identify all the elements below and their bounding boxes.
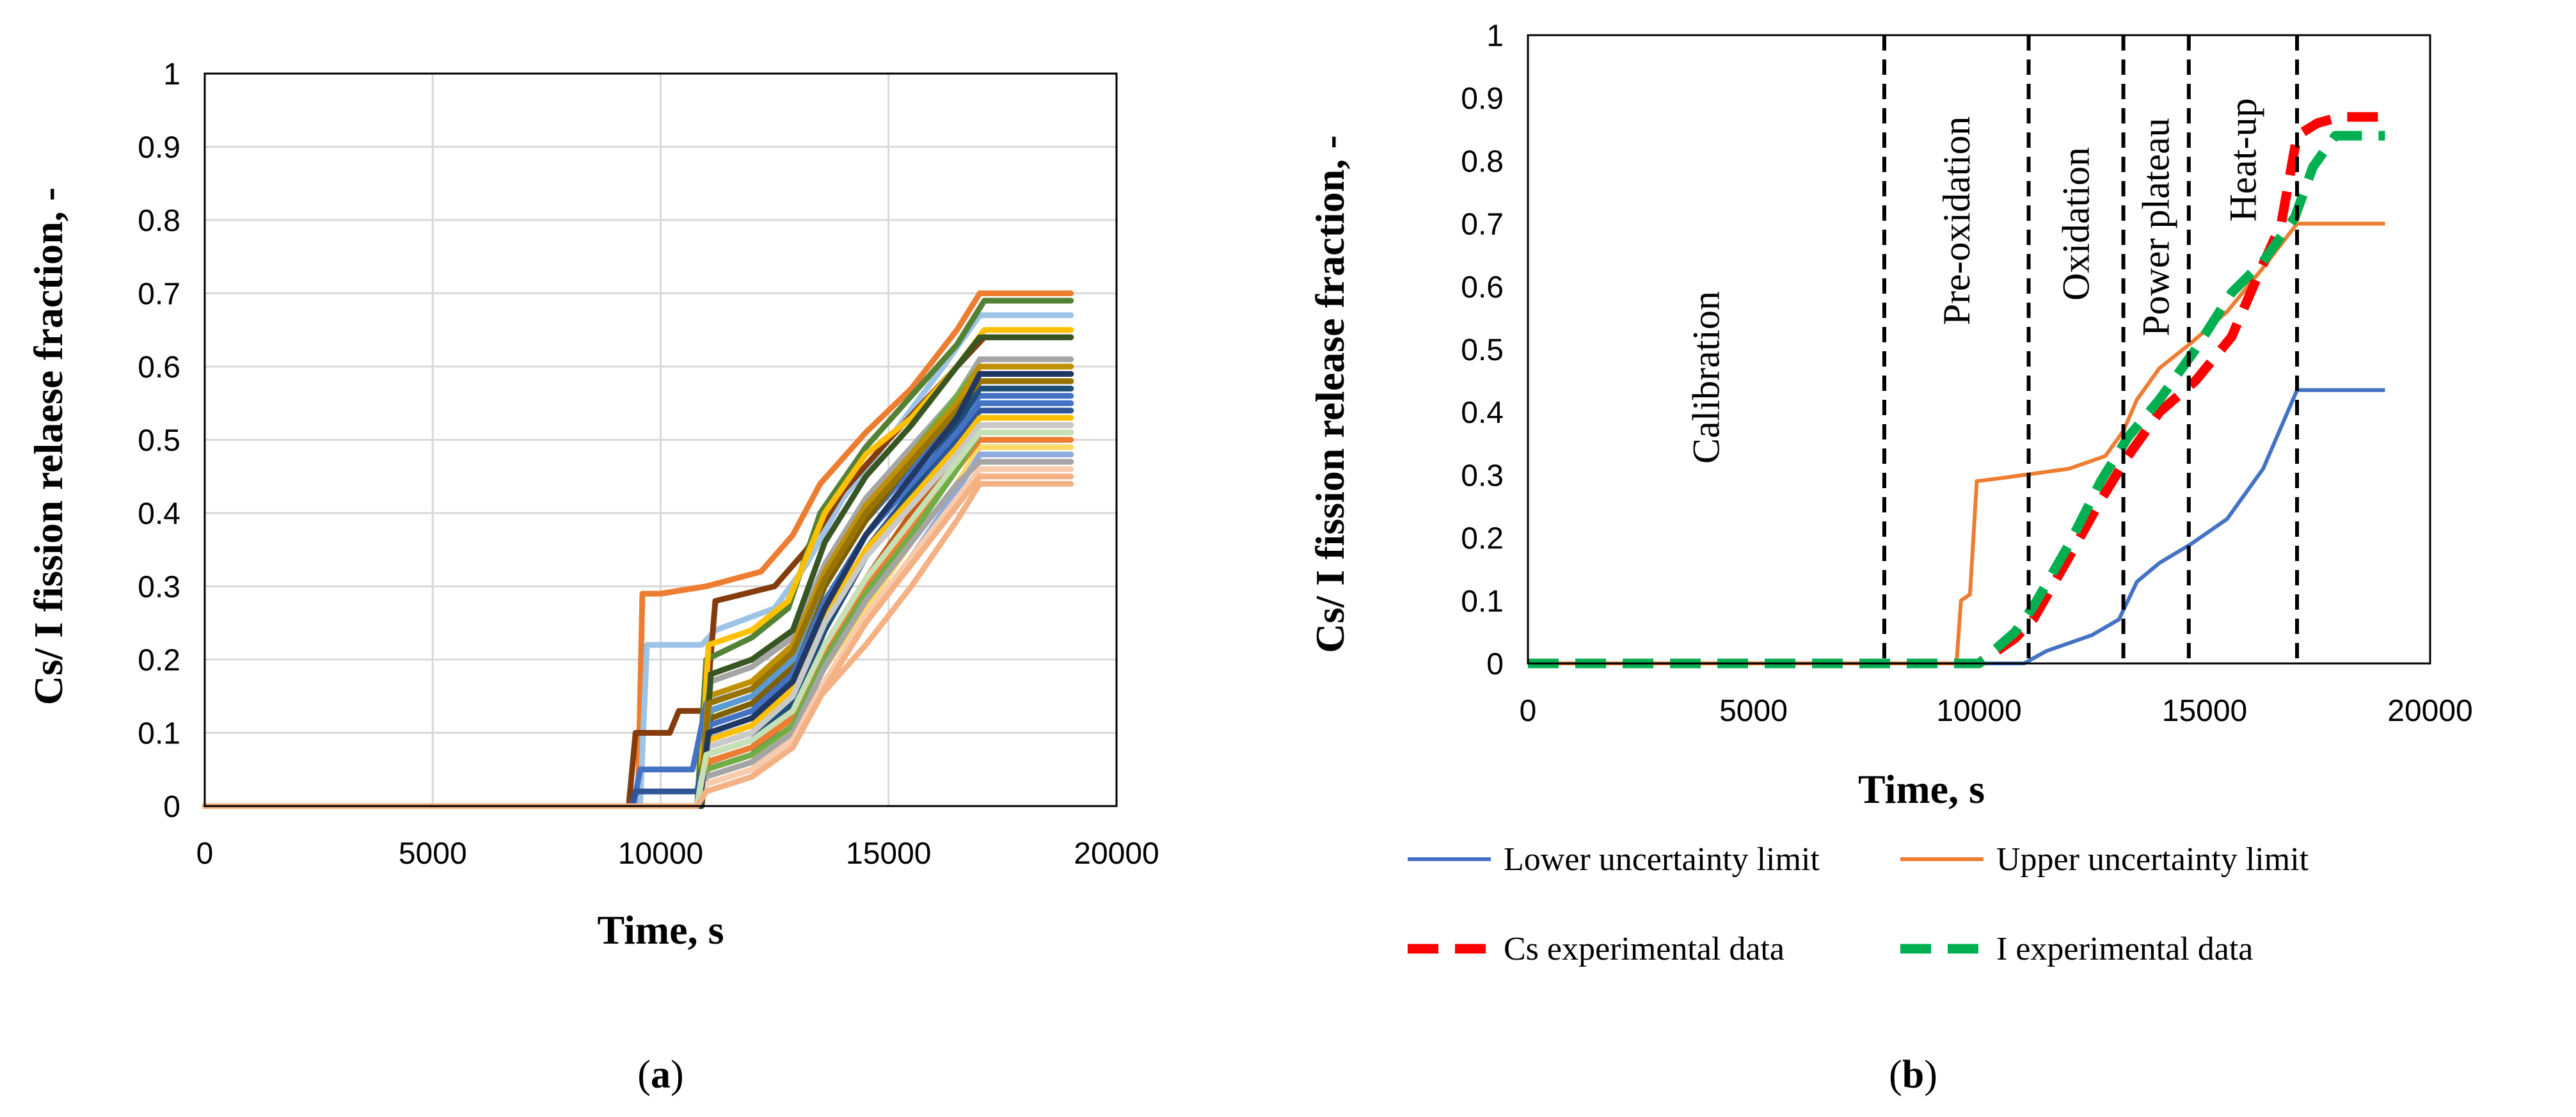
panel-b-x-tick-labels: 0 5000 10000 15000 20000 — [1520, 694, 2473, 728]
panel-b-plot-frame — [1527, 34, 2431, 665]
panel-b-phase-labels: Calibration Pre-oxidation Oxidation Power p… — [1685, 98, 2264, 464]
panel-a-series-line — [202, 312, 1074, 809]
legend-item: Lower uncertainty limit — [1408, 841, 1820, 878]
panel-a-x-tick-label: 0 — [196, 837, 214, 871]
legend-label: I experimental data — [1996, 931, 2253, 967]
panel-b-series-line-2 — [1528, 221, 2385, 665]
legend-label: Upper uncertainty limit — [1996, 841, 2309, 878]
panel-b-legend: Lower uncertainty limit Upper uncertainty… — [1408, 841, 2309, 967]
panel-a-y-tick-label: 0 — [163, 790, 180, 824]
legend-label: Cs experimental data — [1504, 931, 1785, 967]
panel-a-chart: 0 0.1 0.2 0.3 0.4 0.5 0.6 0.7 0.8 0.9 1 0 5000 10000… — [26, 58, 1159, 1097]
panel-b-caption: (b) — [1889, 1053, 1937, 1097]
panel-b-y-tick-label: 0.1 — [1461, 585, 1504, 619]
panel-a-series-line — [202, 334, 1074, 809]
panel-a-x-tick-label: 15000 — [846, 837, 931, 871]
panel-b-y-tick-label: 0.7 — [1461, 208, 1504, 242]
panel-a-y-tick-label: 0.3 — [138, 571, 180, 605]
panel-a-series-line — [202, 429, 1074, 809]
panel-b-phase-label: Oxidation — [2055, 147, 2097, 301]
panel-b-x-tick-label: 10000 — [1936, 694, 2021, 728]
panel-b-chart: Calibration Pre-oxidation Oxidation Power p… — [1307, 19, 2473, 1097]
panel-a-caption: (a) — [637, 1053, 683, 1097]
panel-b-phase-label: Heat-up — [2222, 98, 2264, 221]
panel-a-y-tick-label: 0.7 — [138, 278, 180, 312]
legend-item: Upper uncertainty limit — [1900, 841, 2309, 878]
panel-a-series-lines — [202, 290, 1074, 809]
panel-a-plot-frame — [203, 72, 1118, 807]
panel-a-series-line — [202, 290, 1074, 809]
panel-a-y-tick-label: 0.8 — [138, 204, 180, 238]
panel-a-x-tick-label: 20000 — [1074, 837, 1159, 871]
panel-a-y-tick-label: 0.6 — [138, 351, 180, 384]
panel-b-series-line-4 — [1528, 131, 2385, 669]
panel-b-phase-label: Power plateau — [2135, 118, 2177, 337]
panel-b-series-line-3 — [1528, 112, 2385, 669]
panel-a-y-tick-label: 0.2 — [138, 644, 180, 677]
panel-b-phase-label: Calibration — [1685, 291, 1728, 464]
panel-a-y-tick-labels: 0 0.1 0.2 0.3 0.4 0.5 0.6 0.7 0.8 0.9 1 — [138, 58, 180, 824]
panel-b-y-tick-label: 0.8 — [1461, 145, 1504, 178]
panel-b-y-tick-label: 0.2 — [1461, 522, 1504, 556]
panel-b-y-tick-labels: 0 0.1 0.2 0.3 0.4 0.5 0.6 0.7 0.8 0.9 1 — [1461, 19, 1504, 681]
panel-b-x-axis-title: Time, s — [1858, 766, 1985, 812]
panel-a-x-tick-label: 5000 — [399, 837, 467, 871]
panel-b-y-tick-label: 0.5 — [1461, 333, 1504, 367]
panel-a-y-axis-title: Cs/ I fission relaese fraction, - — [26, 187, 71, 705]
panel-b-y-tick-label: 0 — [1486, 647, 1504, 681]
panel-b-x-tick-label: 5000 — [1719, 694, 1788, 728]
panel-a-y-tick-label: 0.4 — [138, 497, 180, 531]
panel-b-x-tick-label: 20000 — [2387, 694, 2472, 728]
panel-a-x-axis-title: Time, s — [598, 907, 724, 953]
legend-item: Cs experimental data — [1408, 931, 1785, 967]
panel-b-x-tick-label: 15000 — [2162, 694, 2247, 728]
panel-b-phase-label: Pre-oxidation — [1936, 116, 1978, 326]
panel-a-y-tick-label: 0.1 — [138, 717, 180, 751]
legend-item: I experimental data — [1900, 931, 2253, 967]
panel-b-y-tick-label: 0.6 — [1461, 271, 1504, 305]
panel-b-y-tick-label: 0.3 — [1461, 459, 1504, 493]
panel-b-x-tick-label: 0 — [1520, 694, 1537, 728]
panel-a-y-tick-label: 0.9 — [138, 131, 180, 165]
panel-b-y-tick-label: 0.9 — [1461, 82, 1504, 116]
panel-b-series-lines — [1528, 112, 2385, 669]
panel-a-label: a — [651, 1053, 671, 1097]
panel-b-series-line-1 — [1528, 388, 2385, 665]
legend-label: Lower uncertainty limit — [1504, 841, 1820, 878]
panel-a-y-tick-label: 1 — [163, 58, 180, 91]
panel-b-phase-boundaries — [1882, 35, 2300, 663]
panel-b-y-axis-title: Cs/ I fission release fraction, - — [1307, 135, 1353, 653]
panel-a-x-tick-label: 10000 — [618, 837, 703, 871]
panel-a-y-tick-label: 0.5 — [138, 424, 180, 458]
panel-a-series-line — [202, 473, 1074, 809]
panel-b-y-tick-label: 1 — [1486, 19, 1504, 53]
panel-b-label: b — [1902, 1053, 1924, 1097]
panel-a-x-tick-labels: 0 5000 10000 15000 20000 — [196, 837, 1159, 871]
panel-b-y-tick-label: 0.4 — [1461, 396, 1504, 430]
